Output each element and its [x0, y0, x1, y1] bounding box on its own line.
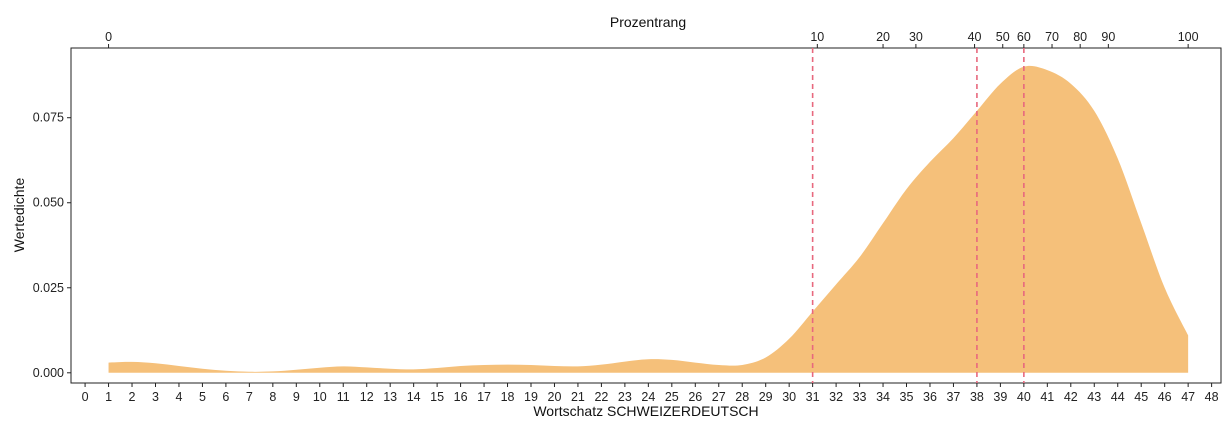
x-tick-label: 26 [688, 390, 702, 404]
top-tick-label: 90 [1101, 30, 1115, 44]
x-tick-label: 28 [735, 390, 749, 404]
x-tick-label: 41 [1040, 390, 1054, 404]
x-tick-label: 17 [477, 390, 491, 404]
x-tick-label: 13 [383, 390, 397, 404]
x-axis-title: Wortschatz SCHWEIZERDEUTSCH [533, 403, 758, 419]
y-tick-label: 0.075 [33, 111, 64, 125]
y-tick-label: 0.025 [33, 281, 64, 295]
top-tick-label: 20 [876, 30, 890, 44]
x-tick-label: 8 [269, 390, 276, 404]
x-tick-label: 9 [293, 390, 300, 404]
x-tick-label: 31 [806, 390, 820, 404]
top-tick-label: 40 [968, 30, 982, 44]
x-tick-label: 35 [900, 390, 914, 404]
top-tick-label: 50 [996, 30, 1010, 44]
x-tick-label: 39 [993, 390, 1007, 404]
x-tick-label: 1 [105, 390, 112, 404]
x-tick-label: 11 [337, 390, 350, 404]
x-tick-label: 7 [246, 390, 253, 404]
x-tick-label: 34 [876, 390, 890, 404]
x-tick-label: 6 [222, 390, 229, 404]
x-tick-label: 44 [1111, 390, 1125, 404]
x-tick-label: 20 [548, 390, 562, 404]
x-tick-label: 29 [759, 390, 773, 404]
y-tick-label: 0.000 [33, 366, 64, 380]
x-tick-label: 3 [152, 390, 159, 404]
x-tick-label: 47 [1181, 390, 1195, 404]
top-tick-label: 100 [1178, 30, 1199, 44]
top-tick-label: 10 [810, 30, 824, 44]
x-tick-label: 42 [1064, 390, 1078, 404]
y-axis-ticks: 0.000 0.025 0.050 0.075 [33, 111, 71, 380]
x-tick-label: 27 [712, 390, 726, 404]
x-tick-label: 38 [970, 390, 984, 404]
x-tick-label: 4 [175, 390, 182, 404]
reference-lines [811, 48, 1025, 383]
x-tick-label: 36 [923, 390, 937, 404]
x-tick-label: 18 [501, 390, 515, 404]
x-tick-label: 14 [407, 390, 421, 404]
x-axis-ticks: 0 1 2 3 4 5 6 7 8 9 10 11 12 13 14 15 16 17 18 19 20 21 22 23 24… [82, 383, 1219, 404]
x-tick-label: 43 [1087, 390, 1101, 404]
x-tick-label: 19 [524, 390, 538, 404]
x-tick-label: 12 [360, 390, 374, 404]
x-tick-label: 5 [199, 390, 206, 404]
x-tick-label: 0 [82, 390, 89, 404]
top-axis-title: Prozentrang [610, 14, 686, 30]
x-tick-label: 33 [853, 390, 867, 404]
x-tick-label: 30 [782, 390, 796, 404]
x-tick-label: 23 [618, 390, 632, 404]
top-axis-ticks: 0 10 20 30 40 50 60 70 80 90 100 [105, 30, 1199, 48]
top-tick-label: 80 [1073, 30, 1087, 44]
x-tick-label: 24 [641, 390, 655, 404]
top-tick-label: 30 [909, 30, 923, 44]
x-tick-label: 25 [665, 390, 679, 404]
density-area [108, 65, 1189, 373]
top-tick-label: 0 [105, 30, 112, 44]
x-tick-label: 21 [571, 390, 585, 404]
y-tick-label: 0.050 [33, 196, 64, 210]
top-tick-label: 70 [1045, 30, 1059, 44]
x-tick-label: 22 [594, 390, 608, 404]
x-tick-label: 16 [454, 390, 468, 404]
x-tick-label: 40 [1017, 390, 1031, 404]
x-tick-label: 32 [829, 390, 843, 404]
x-tick-label: 37 [946, 390, 960, 404]
area-layer [108, 65, 1189, 373]
top-tick-label: 60 [1017, 30, 1031, 44]
x-tick-label: 45 [1134, 390, 1148, 404]
y-axis-title: Wertedichte [11, 178, 27, 253]
x-tick-label: 2 [129, 390, 136, 404]
x-tick-label: 48 [1205, 390, 1219, 404]
x-tick-label: 15 [430, 390, 444, 404]
x-tick-label: 10 [313, 390, 327, 404]
x-tick-label: 46 [1158, 390, 1172, 404]
